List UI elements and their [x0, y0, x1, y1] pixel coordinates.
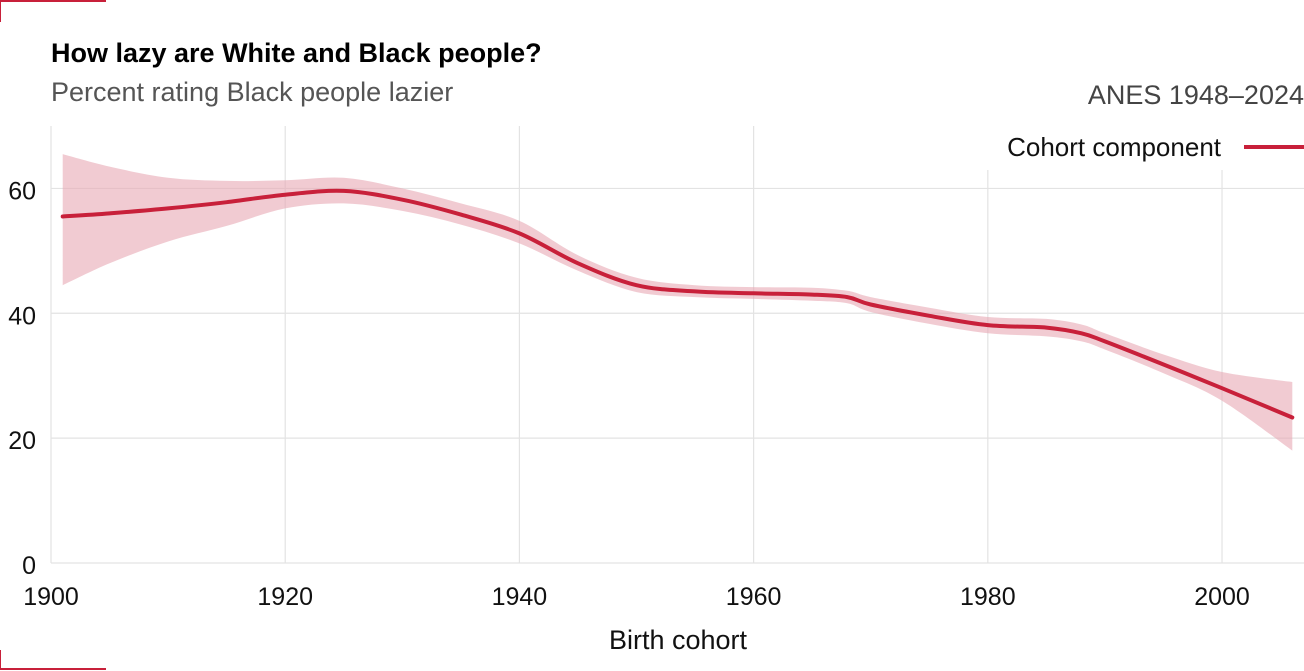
- y-tick-label: 20: [8, 427, 36, 455]
- frame-corner-bottom: [0, 650, 106, 670]
- series-lines: [60, 188, 1295, 420]
- x-tick-label: 2000: [1194, 583, 1250, 611]
- series-line: [60, 188, 1295, 420]
- x-tick-label: 1960: [726, 583, 782, 611]
- frame-corner-top: [0, 0, 106, 22]
- x-tick-label: 1940: [492, 583, 548, 611]
- x-axis-label: Birth cohort: [609, 625, 748, 655]
- x-tick-label: 1920: [257, 583, 313, 611]
- confidence-bands: [62, 154, 1293, 451]
- chart-source: ANES 1948–2024: [1088, 80, 1304, 110]
- y-tick-label: 60: [8, 177, 36, 205]
- legend-label: Cohort component: [1007, 132, 1222, 162]
- confidence-band: [62, 154, 1293, 451]
- x-tick-label: 1980: [960, 583, 1016, 611]
- tick-labels: 0 20 40 60 1900 1920 1940 1960 1980 2000: [8, 177, 1250, 611]
- chart-title: How lazy are White and Black people?: [51, 38, 542, 68]
- y-tick-label: 40: [8, 302, 36, 330]
- x-tick-label: 1900: [23, 583, 79, 611]
- chart-subtitle: Percent rating Black people lazier: [51, 77, 453, 107]
- y-tick-label: 0: [22, 552, 36, 580]
